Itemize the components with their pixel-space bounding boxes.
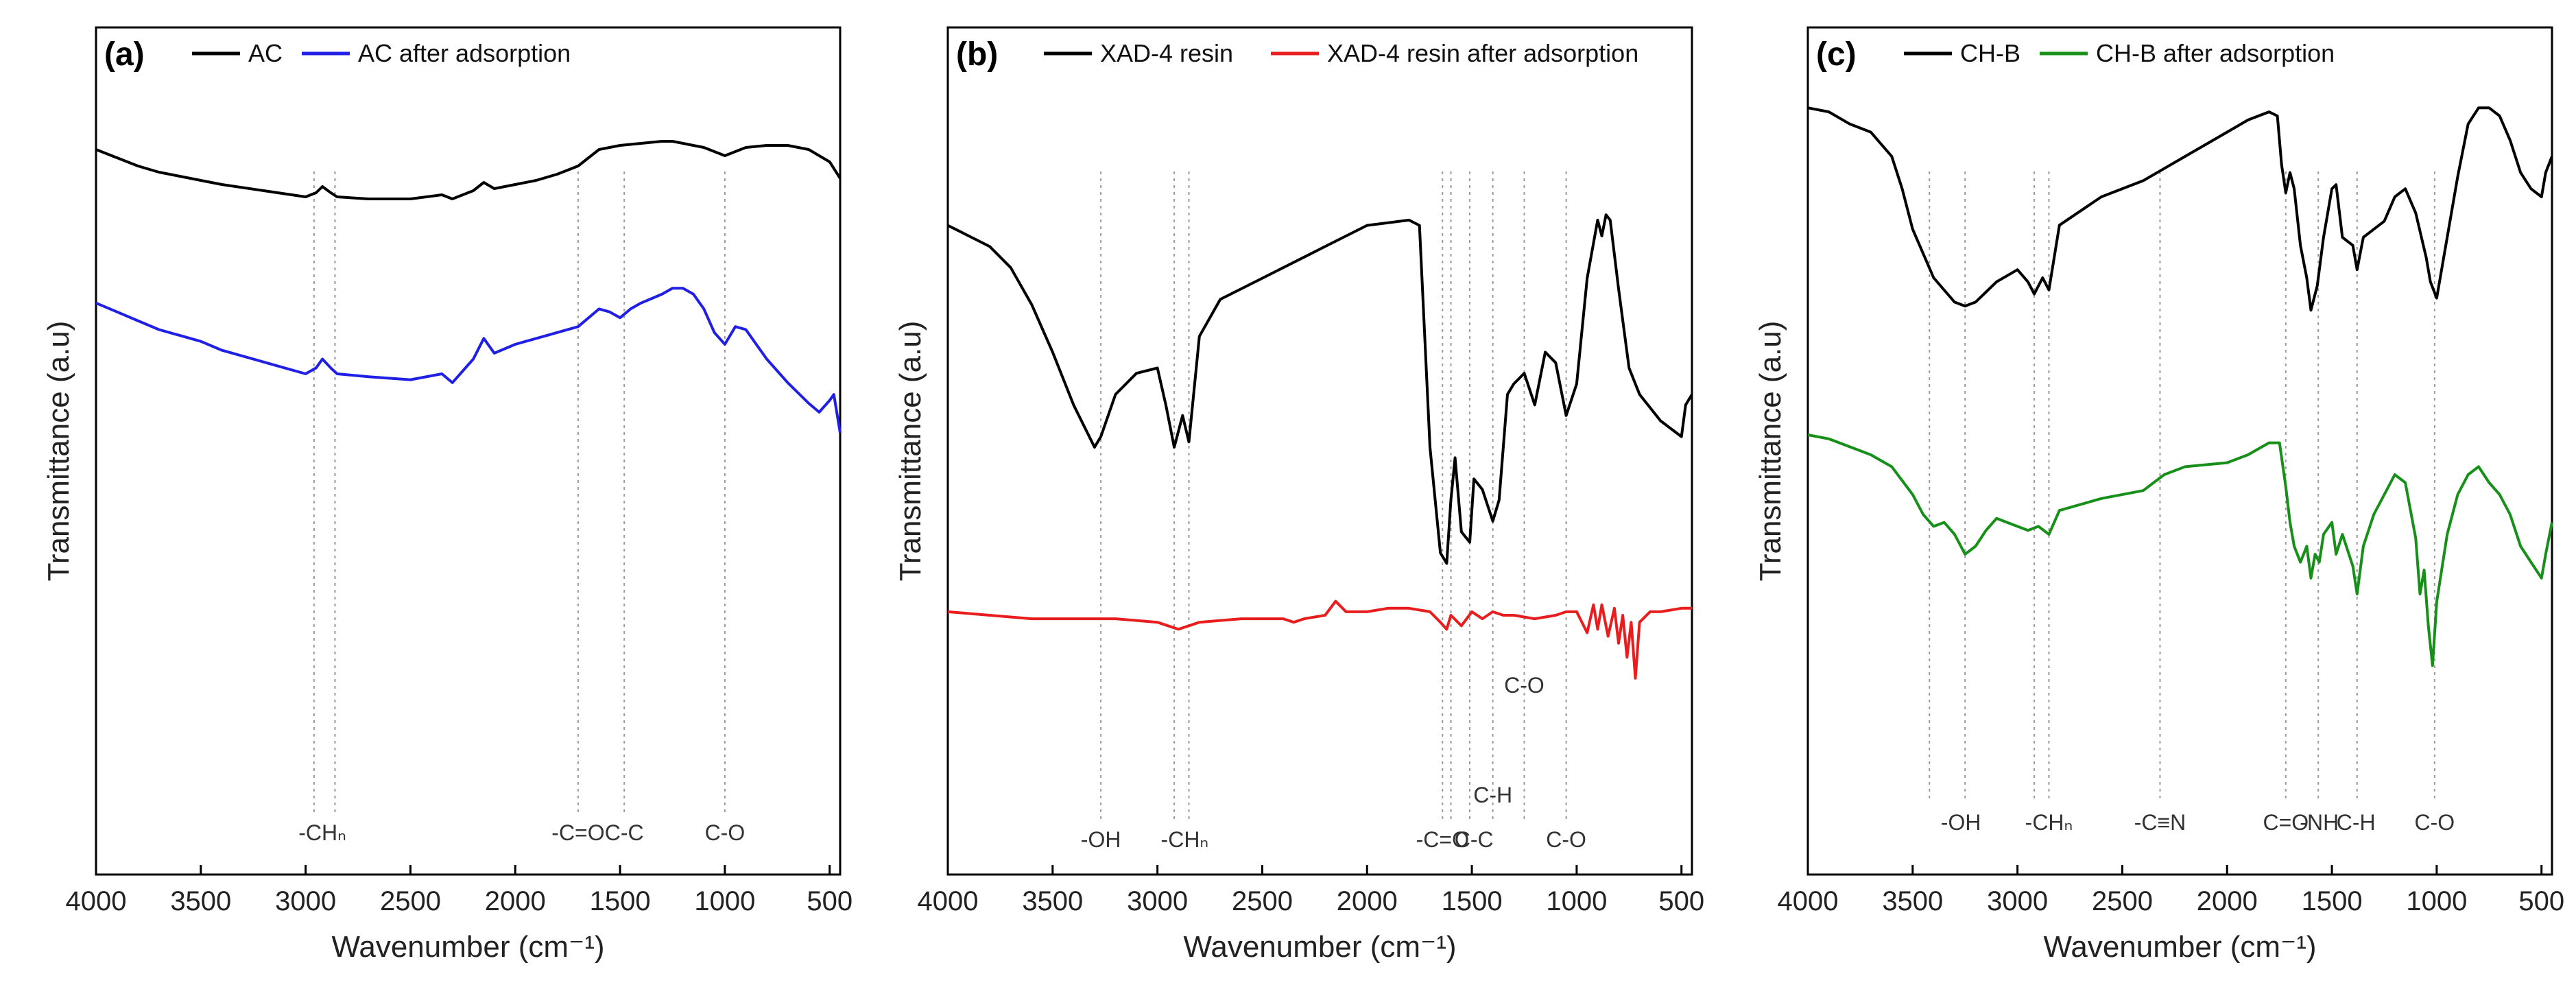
series-line-1 (95, 140, 842, 200)
x-tick-label: 1500 (2302, 886, 2363, 916)
x-tick-label: 1500 (1442, 886, 1503, 916)
panel-2: 4000 3500 3000 2500 2000 1500 1000 500 Wavenumbe… (894, 26, 1704, 964)
peak-annotation: -CHₙ (2025, 810, 2073, 835)
x-tick-label: 2500 (380, 886, 441, 916)
peak-annotation: -C=O (551, 820, 604, 845)
plot-frame (946, 26, 1693, 876)
plot-frame (95, 26, 842, 876)
peak-annotation: -NH (2300, 810, 2339, 835)
peak-annotation: C-O (2415, 810, 2455, 835)
peak-annotation: C-O (1546, 827, 1586, 852)
x-tick-label: 3500 (1022, 886, 1083, 916)
panel-label: (a) (104, 36, 145, 73)
series-line-2 (947, 599, 1692, 680)
legend-entry: XAD-4 resin after adsorption (1327, 39, 1638, 67)
x-tick-label: 1500 (590, 886, 651, 916)
x-tick-label: 4000 (918, 886, 979, 916)
legend-entry: AC (248, 39, 283, 67)
x-tick-label: 2000 (2197, 886, 2258, 916)
x-tick-label: 500 (2518, 886, 2564, 916)
series-line-1 (1807, 106, 2553, 312)
peak-annotation: C-C (605, 820, 644, 845)
x-tick-label: 4000 (66, 886, 127, 916)
y-axis-label: Transmittance (a.u) (1754, 321, 1787, 582)
x-tick-label: 1000 (2406, 886, 2467, 916)
x-tick-label: 2000 (485, 886, 546, 916)
panel-label: (b) (956, 36, 998, 73)
x-tick-label: 3000 (275, 886, 336, 916)
x-tick-label: 3500 (170, 886, 231, 916)
series-line-2 (95, 287, 842, 433)
peak-annotation: -OH (1941, 810, 1981, 835)
peak-annotation: -OH (1081, 827, 1121, 852)
x-tick-label: 2500 (1232, 886, 1293, 916)
x-tick-label: 500 (807, 886, 852, 916)
x-tick-label: 2500 (2092, 886, 2153, 916)
x-axis-label: Wavenumber (cm⁻¹) (331, 930, 604, 964)
panel-label: (c) (1816, 36, 1857, 73)
series-line-2 (1807, 433, 2553, 667)
legend-entry: XAD-4 resin (1100, 39, 1233, 67)
peak-annotation: C-H (1473, 783, 1512, 807)
x-tick-label: 1000 (1546, 886, 1607, 916)
peak-annotation: C=O (2263, 810, 2309, 835)
peak-annotation: C-O (705, 820, 746, 845)
x-axis-label: Wavenumber (cm⁻¹) (2043, 930, 2316, 964)
peak-annotation: -C=O (1416, 827, 1469, 852)
plot-frame (1806, 26, 2553, 876)
x-tick-label: 4000 (1778, 886, 1839, 916)
legend-entry: AC after adsorption (358, 39, 571, 67)
x-axis-label: Wavenumber (cm⁻¹) (1183, 930, 1456, 964)
x-tick-label: 1000 (694, 886, 755, 916)
peak-annotation: -C≡N (2134, 810, 2186, 835)
series-line-1 (947, 213, 1693, 565)
x-tick-label: 3500 (1882, 886, 1943, 916)
legend-entry: CH-B after adsorption (2096, 39, 2335, 67)
x-tick-label: 2000 (1337, 886, 1398, 916)
y-axis-label: Transmittance (a.u) (42, 321, 75, 582)
peak-annotation: C-C (1455, 827, 1494, 852)
panel-3: 4000 3500 3000 2500 2000 1500 1000 500 Wavenumbe… (1754, 26, 2564, 964)
panel-1: 4000 3500 3000 2500 2000 1500 1000 500 Wavenumbe… (42, 26, 852, 964)
peak-annotation: -CHₙ (298, 820, 346, 845)
x-tick-label: 500 (1658, 886, 1704, 916)
y-axis-label: Transmittance (a.u) (894, 321, 927, 582)
peak-annotation: -CHₙ (1161, 827, 1209, 852)
peak-annotation: C-H (2337, 810, 2376, 835)
x-tick-label: 3000 (1987, 886, 2048, 916)
x-tick-label: 3000 (1127, 886, 1188, 916)
peak-annotation: C-O (1504, 673, 1545, 698)
legend-entry: CH-B (1960, 39, 2020, 67)
